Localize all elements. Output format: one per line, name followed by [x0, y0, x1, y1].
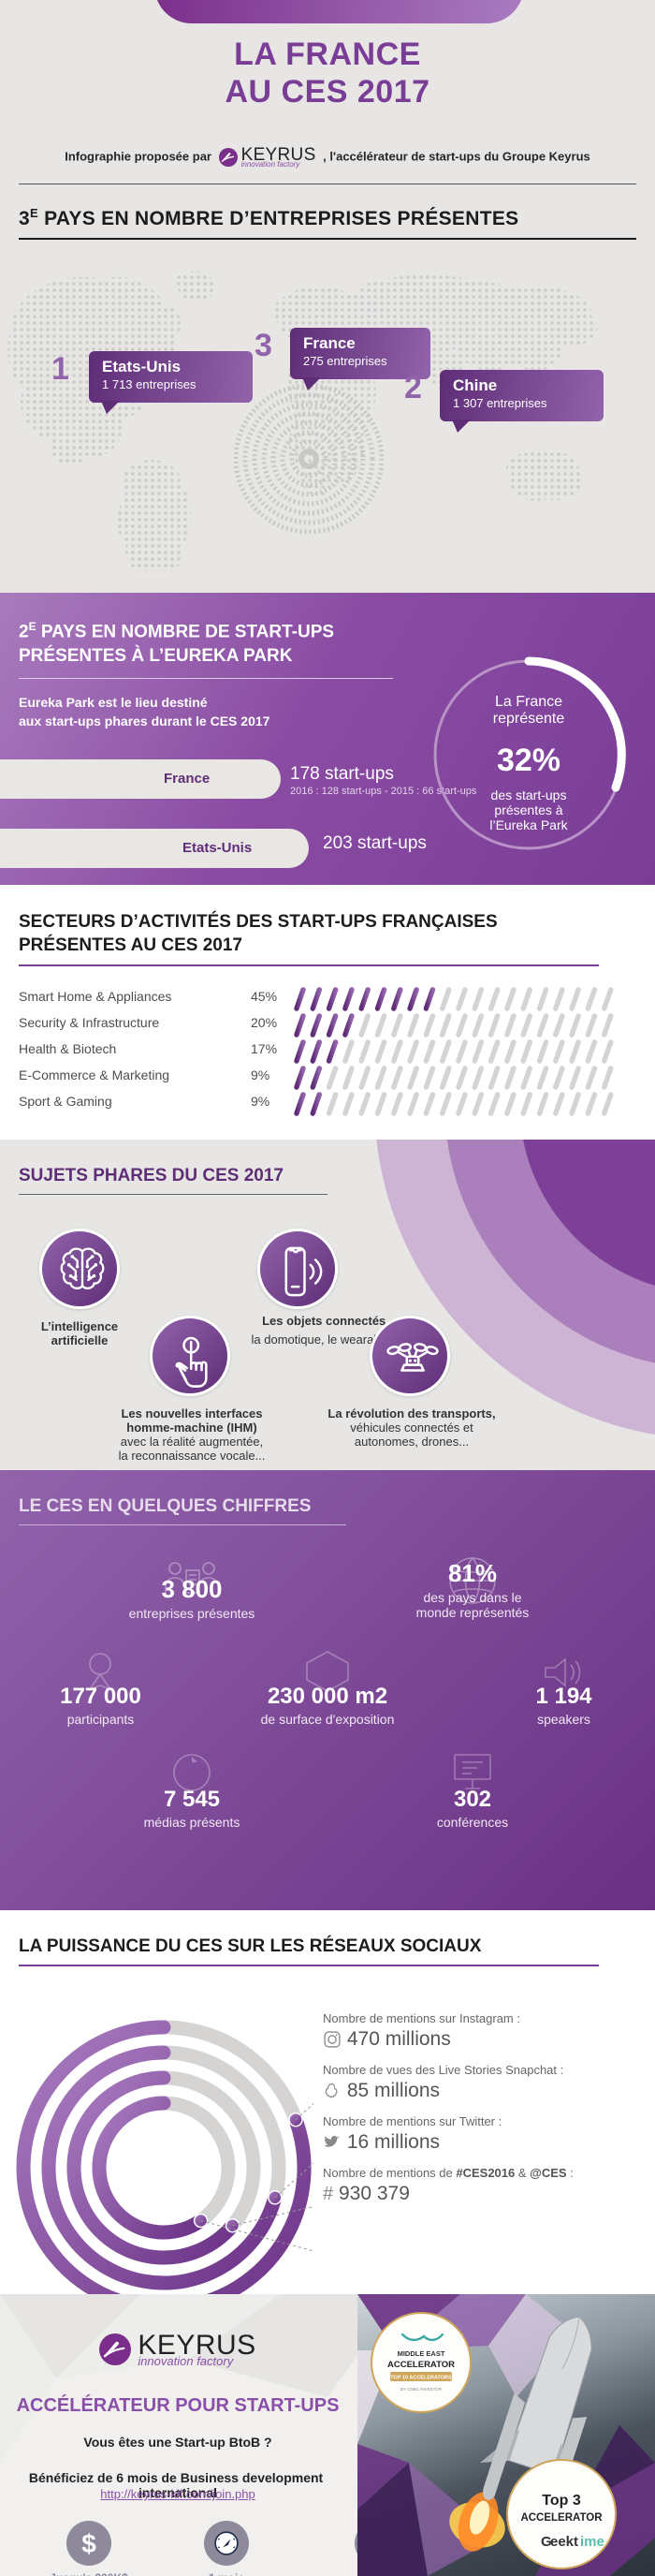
svg-text:TOP 10 ACCELERATORS: TOP 10 ACCELERATORS	[390, 2376, 452, 2381]
svg-text:eekt: eekt	[550, 2534, 578, 2550]
svg-text:MIDDLE EAST: MIDDLE EAST	[398, 2349, 445, 2358]
svg-text:Top 3: Top 3	[542, 2493, 581, 2509]
svg-text:$: $	[81, 2529, 96, 2558]
svg-text:ime: ime	[580, 2534, 604, 2550]
svg-text:ACCELERATOR: ACCELERATOR	[387, 2360, 455, 2370]
svg-text:ACCELERATOR: ACCELERATOR	[520, 2512, 603, 2524]
svg-text:BY CNBC INVESTOR: BY CNBC INVESTOR	[400, 2387, 443, 2392]
